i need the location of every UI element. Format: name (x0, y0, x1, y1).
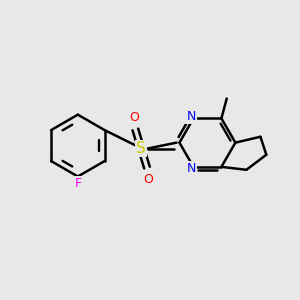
Text: F: F (74, 177, 81, 190)
Text: S: S (136, 141, 146, 156)
Text: O: O (129, 111, 139, 124)
Text: O: O (144, 172, 154, 186)
Text: N: N (186, 162, 196, 175)
Text: N: N (186, 110, 196, 123)
